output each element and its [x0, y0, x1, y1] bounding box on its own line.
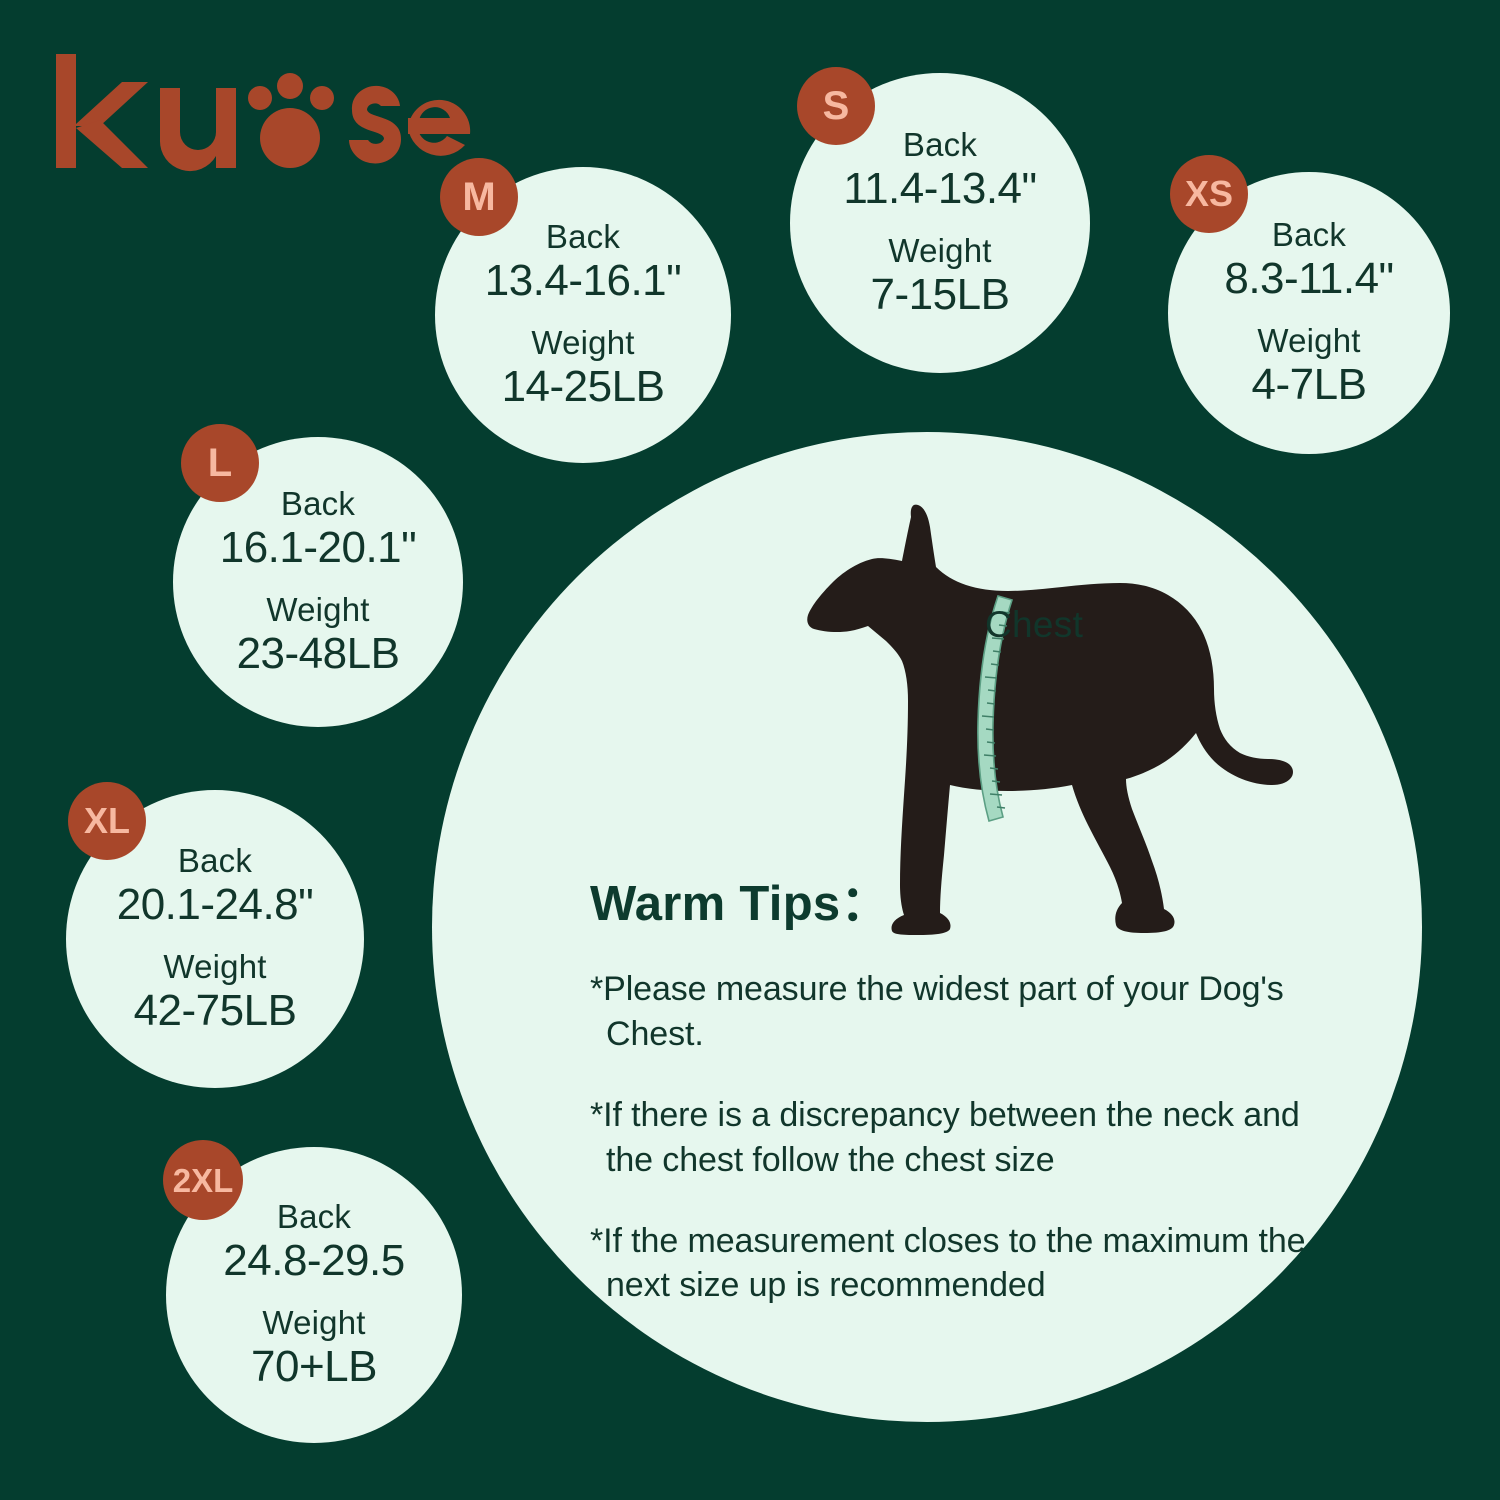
- tape-measure-icon: [977, 595, 1014, 822]
- back-label: Back: [545, 217, 621, 255]
- back-value: 24.8-29.5: [223, 1235, 405, 1285]
- weight-value: 14-25LB: [501, 361, 665, 411]
- chest-label: Chest: [985, 604, 1084, 645]
- size-bubble-m[interactable]: Back 13.4-16.1" Weight 14-25LB: [435, 167, 731, 463]
- size-badge-m[interactable]: M: [440, 158, 518, 236]
- weight-label: Weight: [1257, 322, 1361, 359]
- size-badge-s[interactable]: S: [797, 67, 875, 145]
- dog-diagram: [780, 495, 1325, 935]
- weight-label: Weight: [888, 232, 992, 269]
- back-value: 16.1-20.1": [219, 522, 417, 572]
- warm-tip-item: *If there is a discrepancy between the n…: [590, 1095, 1300, 1179]
- weight-label: Weight: [163, 948, 267, 985]
- warm-tip-item: *Please measure the widest part of your …: [590, 970, 1284, 1053]
- warm-tips-panel: Warm Tips： *Please measure the widest pa…: [590, 880, 1350, 1308]
- kuoser-wordmark-icon: [56, 54, 471, 172]
- back-label: Back: [280, 484, 356, 522]
- size-bubble-s[interactable]: Back 11.4-13.4" Weight 7-15LB: [790, 73, 1090, 373]
- weight-label: Weight: [266, 591, 370, 628]
- warm-tip-item: *If the measurement closes to the maximu…: [590, 1221, 1306, 1305]
- back-value: 13.4-16.1": [484, 255, 682, 305]
- size-badge-label: XS: [1184, 173, 1234, 214]
- back-label: Back: [177, 841, 253, 879]
- size-badge-xs[interactable]: XS: [1170, 155, 1248, 233]
- weight-value: 70+LB: [251, 1341, 377, 1391]
- back-label: Back: [276, 1197, 352, 1235]
- size-badge-label: M: [462, 175, 496, 219]
- size-badge-label: L: [207, 441, 233, 485]
- back-value: 11.4-13.4": [843, 163, 1037, 213]
- size-badge-l[interactable]: L: [181, 424, 259, 502]
- size-badge-label: XL: [83, 800, 130, 841]
- size-badge-2xl[interactable]: 2XL: [163, 1140, 243, 1220]
- back-value: 8.3-11.4": [1224, 253, 1394, 303]
- weight-value: 7-15LB: [870, 269, 1010, 319]
- size-badge-label: S: [822, 84, 850, 128]
- size-badge-label: 2XL: [172, 1161, 234, 1199]
- weight-label: Weight: [262, 1304, 366, 1341]
- back-label: Back: [1271, 215, 1347, 253]
- weight-value: 23-48LB: [236, 628, 400, 678]
- dog-silhouette-icon: [807, 504, 1293, 935]
- size-badge-xl[interactable]: XL: [68, 782, 146, 860]
- back-value: 20.1-24.8": [116, 879, 314, 929]
- warm-tips-title: Warm Tips：: [590, 877, 890, 931]
- brand-logo: [52, 52, 472, 172]
- weight-value: 4-7LB: [1251, 359, 1367, 409]
- weight-value: 42-75LB: [133, 985, 297, 1035]
- back-label: Back: [902, 125, 978, 163]
- weight-label: Weight: [531, 324, 635, 361]
